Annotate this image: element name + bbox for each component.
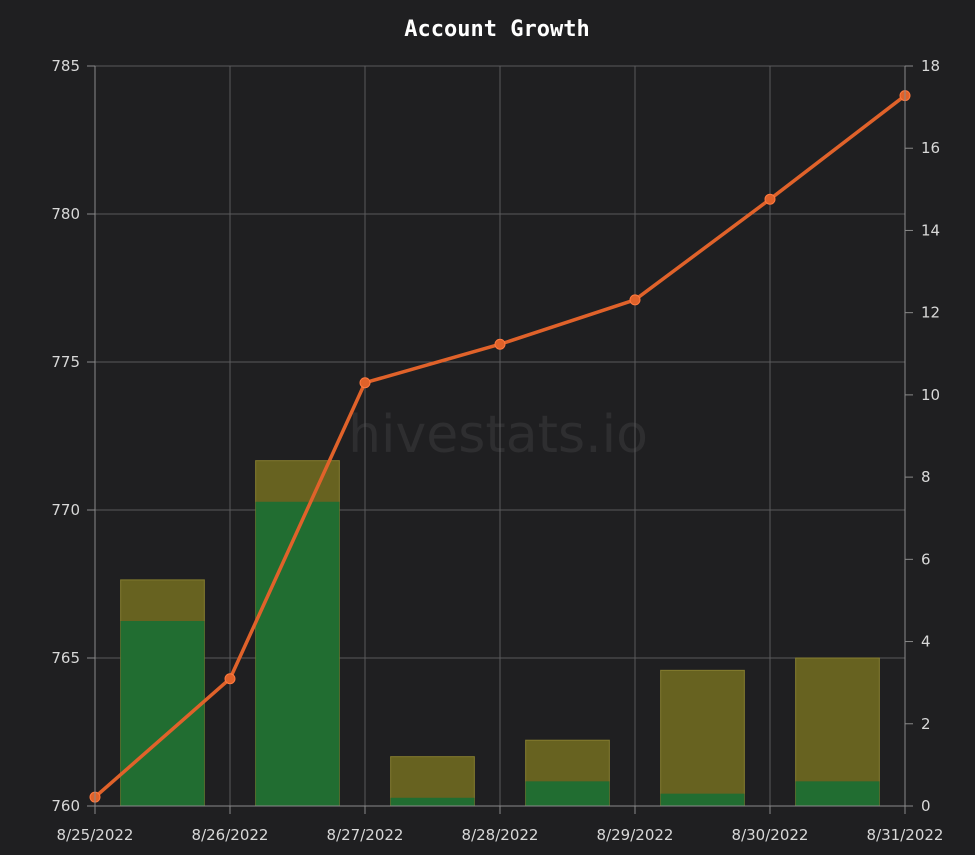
x-tick-label: 8/27/2022 xyxy=(327,826,404,844)
growth-point xyxy=(764,193,776,205)
right-tick-label: 16 xyxy=(921,139,940,157)
left-tick-label: 785 xyxy=(51,57,80,75)
growth-point xyxy=(224,673,236,685)
x-tick-label: 8/29/2022 xyxy=(597,826,674,844)
x-tick-label: 8/26/2022 xyxy=(192,826,269,844)
watermark: hivestats.io xyxy=(348,405,648,465)
growth-point xyxy=(494,338,506,350)
growth-point xyxy=(359,377,371,389)
left-tick-label: 760 xyxy=(51,797,80,815)
right-tick-label: 10 xyxy=(921,386,940,404)
bars xyxy=(120,460,880,807)
x-tick-label: 8/30/2022 xyxy=(732,826,809,844)
left-tick-label: 780 xyxy=(51,205,80,223)
left-tick-label: 770 xyxy=(51,501,80,519)
x-tick-label: 8/28/2022 xyxy=(462,826,539,844)
x-tick-label: 8/25/2022 xyxy=(57,826,134,844)
bar-total xyxy=(660,669,745,807)
right-tick-label: 8 xyxy=(921,468,931,486)
chart-title: Account Growth xyxy=(404,17,589,42)
bar-part xyxy=(795,781,880,806)
axes: 760 765 770 775 780 785 0 2 4 6 8 10 12 14 16 18 8/25/20… xyxy=(51,57,943,844)
right-tick-label: 6 xyxy=(921,550,931,568)
bar-part xyxy=(255,501,340,806)
bar-part xyxy=(525,781,610,806)
x-tick-label: 8/31/2022 xyxy=(867,826,944,844)
grid xyxy=(94,65,906,807)
right-tick-label: 4 xyxy=(921,633,931,651)
right-tick-label: 0 xyxy=(921,797,931,815)
right-tick-label: 12 xyxy=(921,304,940,322)
right-tick-label: 18 xyxy=(921,57,940,75)
left-tick-label: 775 xyxy=(51,353,80,371)
right-tick-label: 14 xyxy=(921,221,940,239)
bar-part xyxy=(660,793,745,806)
bar-part xyxy=(390,797,475,806)
right-tick-label: 2 xyxy=(921,715,931,733)
left-tick-label: 765 xyxy=(51,649,80,667)
growth-point xyxy=(629,294,641,306)
